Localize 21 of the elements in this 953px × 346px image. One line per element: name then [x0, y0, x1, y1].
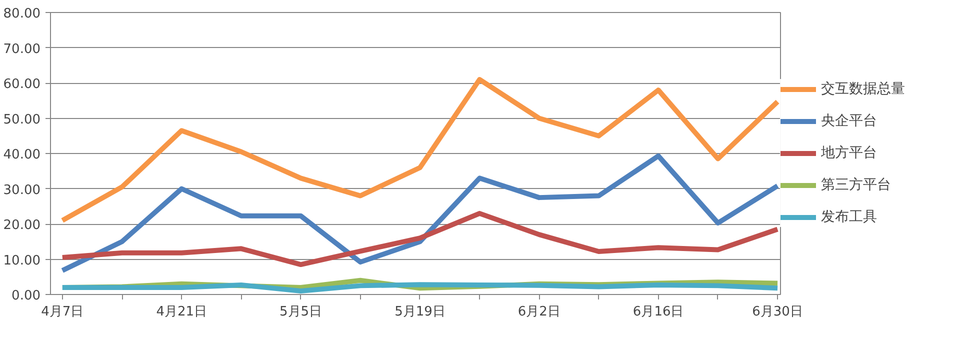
y-tick-label: 10.00 [3, 253, 40, 268]
x-tick-label: 4月7日 [41, 304, 84, 320]
y-tick-label: 70.00 [3, 42, 40, 57]
y-tick-label: 30.00 [3, 182, 40, 198]
legend-label: 交互数据总量 [821, 80, 906, 98]
x-tick-label: 6月30日 [752, 304, 803, 320]
y-tick-label: 0.00 [12, 288, 41, 304]
x-tick-label: 4月21日 [156, 304, 208, 320]
x-tick-label: 5月5日 [280, 304, 322, 320]
x-tick-label: 6月16日 [632, 304, 684, 320]
y-tick-label: 60.00 [3, 77, 40, 92]
y-tick-label: 50.00 [3, 112, 40, 128]
x-tick-label: 6月2日 [518, 304, 560, 320]
legend-label: 央企平台 [821, 112, 878, 130]
y-tick-label: 80.00 [3, 6, 40, 22]
legend-label: 发布工具 [821, 208, 878, 226]
y-tick-label: 40.00 [3, 148, 40, 162]
x-tick-label: 5月19日 [394, 304, 446, 320]
y-tick-label: 20.00 [3, 218, 40, 233]
legend-label: 第三方平台 [821, 176, 892, 194]
legend-label: 地方平台 [821, 144, 878, 162]
